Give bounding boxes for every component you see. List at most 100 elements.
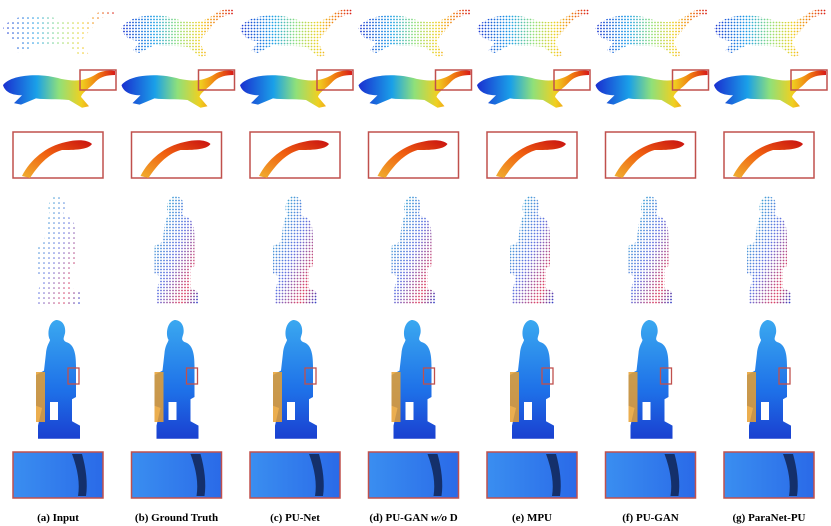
statue-mesh	[391, 320, 436, 439]
zoom-box	[67, 367, 80, 385]
statue-hole	[287, 402, 295, 420]
zoom-streak	[309, 454, 324, 496]
zoom-box	[434, 69, 473, 91]
statue-points	[747, 196, 791, 304]
column: (c) PU-Net	[240, 9, 354, 524]
tail-zoom	[140, 140, 211, 178]
statue-mesh	[273, 320, 317, 439]
zoom-box	[541, 367, 554, 385]
column: (g) ParaNet-PU	[714, 9, 828, 524]
lion-mesh	[240, 70, 352, 108]
statue-points	[154, 196, 199, 304]
statue-mesh	[510, 320, 554, 439]
zoom-box	[778, 367, 791, 385]
columns: (a) Input (b) Ground Truth (c) PU-Net (d) P…	[3, 9, 828, 524]
statue-pillar	[273, 372, 282, 422]
lion-mesh	[358, 70, 471, 108]
statue-points	[510, 196, 554, 304]
zoom-box	[422, 367, 436, 385]
statue-points	[628, 196, 673, 304]
zoom-streak	[72, 454, 87, 496]
lion-mesh	[3, 70, 115, 108]
statue-mesh	[747, 320, 791, 439]
zoom-box	[304, 367, 317, 385]
statue-hole	[524, 402, 532, 420]
lion-points	[595, 9, 708, 58]
zoom-streak	[664, 454, 680, 496]
statue-pillar	[628, 372, 638, 422]
caption: (e) MPU	[512, 512, 552, 524]
caption-part: (b) Ground Truth	[135, 512, 218, 524]
column: (e) MPU	[477, 9, 591, 524]
caption-part: (d) PU-GAN	[369, 512, 428, 524]
zoom-box	[553, 69, 591, 91]
tail-zoom	[22, 140, 92, 178]
statue-hole	[761, 402, 769, 420]
lion-points	[358, 9, 471, 58]
lion-mesh	[477, 70, 589, 108]
tail-zoom	[496, 140, 566, 178]
tail-zoom	[377, 140, 448, 178]
statue-mesh	[36, 320, 80, 439]
tail-zoom	[614, 140, 685, 178]
caption-part: (f) PU-GAN	[622, 512, 679, 524]
statue-mesh	[154, 320, 199, 439]
caption-part: w/o	[428, 512, 447, 524]
zoom-panel	[130, 451, 223, 499]
caption: (d) PU-GAN w/o D	[369, 512, 457, 524]
zoom-panel	[723, 451, 815, 499]
tail-zoom	[259, 140, 329, 178]
lion-points	[477, 9, 589, 58]
statue-hole	[405, 402, 414, 420]
statue-points	[273, 196, 317, 304]
lion-points	[240, 9, 352, 58]
statue-pillar	[510, 372, 519, 422]
caption: (b) Ground Truth	[135, 512, 218, 524]
column: (d) PU-GAN w/o D	[358, 9, 473, 524]
zoom-panel	[486, 451, 578, 499]
caption-part: (a) Input	[37, 512, 79, 524]
zoom-box	[659, 367, 673, 385]
lion-mesh	[121, 70, 234, 108]
zoom-streak	[190, 454, 206, 496]
zoom-panel	[12, 451, 104, 499]
caption: (c) PU-Net	[270, 512, 320, 524]
caption-part: (e) MPU	[512, 512, 552, 524]
zoom-streak	[783, 454, 798, 496]
zoom-panel	[367, 451, 460, 499]
statue-pillar	[747, 372, 756, 422]
zoom-panel	[604, 451, 697, 499]
caption-part: D	[447, 512, 458, 524]
tail-zoom	[733, 140, 803, 178]
lion-mesh	[595, 70, 708, 108]
statue-points	[36, 196, 80, 304]
zoom-box	[185, 367, 199, 385]
lion-points	[3, 9, 115, 58]
lion-mesh	[714, 70, 826, 108]
zoom-panel	[249, 451, 341, 499]
column: (b) Ground Truth	[121, 9, 236, 524]
caption: (f) PU-GAN	[622, 512, 679, 524]
caption-part: (g) ParaNet-PU	[733, 512, 806, 524]
column: (a) Input	[3, 9, 117, 524]
zoom-streak	[546, 454, 561, 496]
statue-mesh	[628, 320, 673, 439]
statue-pillar	[154, 372, 164, 422]
zoom-streak	[427, 454, 443, 496]
zoom-box	[197, 69, 236, 91]
caption: (g) ParaNet-PU	[733, 512, 806, 524]
zoom-box	[790, 69, 828, 91]
zoom-box	[79, 69, 117, 91]
statue-points	[391, 196, 436, 304]
caption-part: (c) PU-Net	[270, 512, 320, 524]
zoom-box	[671, 69, 710, 91]
lion-points	[121, 9, 234, 58]
zoom-box	[316, 69, 354, 91]
lion-points	[714, 9, 826, 58]
statue-pillar	[36, 372, 45, 422]
statue-hole	[642, 402, 651, 420]
caption: (a) Input	[37, 512, 79, 524]
statue-pillar	[391, 372, 401, 422]
statue-hole	[50, 402, 58, 420]
